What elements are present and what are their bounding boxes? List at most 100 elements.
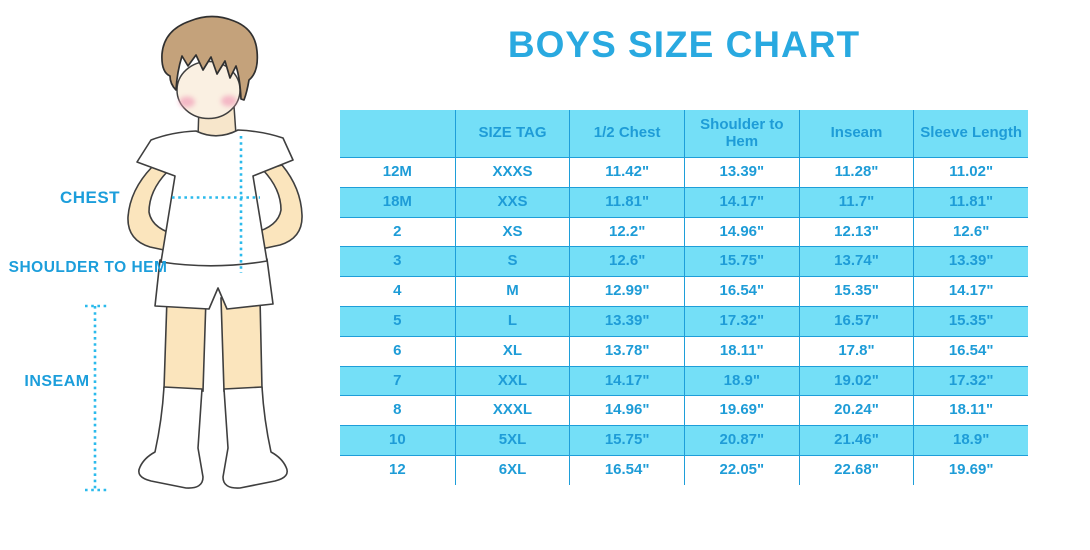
table-cell: 11.42" xyxy=(569,158,684,187)
table-cell: 12.6" xyxy=(569,247,684,277)
boy-illustration: CHEST SHOULDER TO HEM INSEAM xyxy=(9,15,303,492)
table-cell: 15.35" xyxy=(798,277,914,306)
table-cell: XXXS xyxy=(454,158,570,187)
table-cell: 16.54" xyxy=(569,455,684,485)
table-cell: 12.6" xyxy=(913,217,1028,247)
page-title: BOYS SIZE CHART xyxy=(507,24,861,65)
row-label-cell: 2 xyxy=(393,222,402,240)
header-cell: Sleeve Length xyxy=(913,110,1028,157)
table-row: 18M XXS 11.81" 14.17" 11.7" 11.81" xyxy=(340,186,1028,217)
table-cell: 15.75" xyxy=(569,426,684,455)
table-row: 8 XXXL 14.96" 19.69" 20.24" 18.11" xyxy=(340,395,1028,426)
boy-shirt xyxy=(136,129,294,267)
table-cell: 19.69" xyxy=(683,396,799,426)
table-cell: 18.11" xyxy=(913,396,1028,426)
boy-left-sock xyxy=(138,386,204,489)
table-cell: 19.69" xyxy=(913,455,1028,485)
table-cell: 13.39" xyxy=(569,306,684,336)
header-cell: 1/2 Chest xyxy=(569,110,684,157)
table-row: 2 XS 12.2" 14.96" 12.13" 12.6" xyxy=(340,216,1028,247)
row-label-cell: 12M xyxy=(382,163,412,180)
table-cell: 14.17" xyxy=(683,187,799,217)
boy-shorts xyxy=(154,258,274,310)
table-cell: 15.35" xyxy=(913,306,1028,336)
table-cell: M xyxy=(454,277,570,306)
table-cell: 22.68" xyxy=(798,455,914,485)
table-cell: 20.24" xyxy=(798,396,914,426)
table-row: 6 XL 13.78" 18.11" 17.8" 16.54" xyxy=(340,335,1028,366)
table-cell: XXXL xyxy=(454,396,570,426)
table-cell: 14.96" xyxy=(569,396,684,426)
table-cell: 14.17" xyxy=(569,366,684,396)
table-cell: 17.32" xyxy=(913,366,1028,396)
header-cell: Shoulder to Hem xyxy=(683,110,799,157)
table-cell: 14.96" xyxy=(683,217,799,247)
table-cell: 18.11" xyxy=(683,336,799,366)
table-cell: 16.54" xyxy=(683,277,799,306)
table-cell: 13.74" xyxy=(798,247,914,277)
table-cell: XXL xyxy=(454,366,570,396)
table-cell: 14.17" xyxy=(913,277,1028,306)
table-cell: 16.54" xyxy=(913,336,1028,366)
boy-left-cheek xyxy=(179,96,195,108)
table-cell: 20.87" xyxy=(683,426,799,455)
size-table: SIZE TAG 1/2 Chest Shoulder to Hem Inseam Sl… xyxy=(340,110,1028,485)
table-cell: 6XL xyxy=(454,455,570,485)
boy-right-leg xyxy=(220,297,263,392)
row-label-cell: 7 xyxy=(393,371,402,389)
table-cell: 11.02" xyxy=(913,158,1028,187)
inseam-label: INSEAM xyxy=(24,373,89,390)
table-cell: 19.02" xyxy=(798,366,914,396)
table-cell: 22.05" xyxy=(683,455,799,485)
table-cell: 11.81" xyxy=(913,187,1028,217)
table-row: 12M XXXS 11.42" 13.39" 11.28" 11.02" xyxy=(340,157,1028,187)
table-cell: 11.28" xyxy=(798,158,914,187)
table-cell: 13.39" xyxy=(683,158,799,187)
table-cell: 11.7" xyxy=(798,187,914,217)
header-cell: Inseam xyxy=(798,110,914,157)
row-label-cell: 18M xyxy=(382,192,412,210)
table-cell: 11.81" xyxy=(569,187,684,217)
table-cell: S xyxy=(454,247,570,277)
table-cell: 18.9" xyxy=(913,426,1028,455)
boy-right-sock xyxy=(222,386,288,489)
shoulder-to-hem-label: SHOULDER TO HEM xyxy=(9,259,168,276)
boy-measurement-diagram: CHEST SHOULDER TO HEM INSEAM xyxy=(0,0,345,545)
row-label-cell: 5 xyxy=(393,311,402,329)
table-cell: L xyxy=(454,306,570,336)
boy-hair xyxy=(161,15,259,101)
table-cell: 18.9" xyxy=(683,366,799,396)
header-cell: SIZE TAG xyxy=(454,110,570,157)
boy-left-leg xyxy=(163,297,207,392)
table-header-row: SIZE TAG 1/2 Chest Shoulder to Hem Inseam Sl… xyxy=(340,110,1028,157)
table-row: 7 XXL 14.17" 18.9" 19.02" 17.32" xyxy=(340,365,1028,396)
table-cell: XXS xyxy=(454,187,570,217)
chest-label: CHEST xyxy=(60,188,120,207)
table-row: 3 S 12.6" 15.75" 13.74" 13.39" xyxy=(340,246,1028,277)
boy-right-cheek xyxy=(221,95,237,107)
table-cell: 21.46" xyxy=(798,426,914,455)
table-row: 5 L 13.39" 17.32" 16.57" 15.35" xyxy=(340,305,1028,336)
table-cell: 12.99" xyxy=(569,277,684,306)
row-label-cell: 6 xyxy=(393,341,402,359)
row-label-cell: 8 xyxy=(393,401,402,419)
table-cell: 12.13" xyxy=(798,217,914,247)
row-label-cell: 4 xyxy=(393,282,402,300)
row-label-cell: 3 xyxy=(393,252,402,270)
row-label-cell: 12 xyxy=(388,460,406,478)
table-cell: XL xyxy=(454,336,570,366)
header-cell xyxy=(340,110,455,157)
table-cell: XS xyxy=(454,217,570,247)
table-cell: 16.57" xyxy=(798,306,914,336)
table-cell: 12.2" xyxy=(569,217,684,247)
row-label-cell: 10 xyxy=(388,431,406,449)
table-cell: 17.8" xyxy=(798,336,914,366)
table-cell: 13.39" xyxy=(913,247,1028,277)
table-cell: 15.75" xyxy=(683,247,799,277)
table-cell: 5XL xyxy=(454,426,570,455)
table-row: 12 6XL 16.54" 22.05" 22.68" 19.69" xyxy=(340,454,1028,485)
table-cell: 13.78" xyxy=(569,336,684,366)
table-row: 10 5XL 15.75" 20.87" 21.46" 18.9" xyxy=(340,425,1028,455)
table-cell: 17.32" xyxy=(683,306,799,336)
table-row: 4 M 12.99" 16.54" 15.35" 14.17" xyxy=(340,276,1028,306)
